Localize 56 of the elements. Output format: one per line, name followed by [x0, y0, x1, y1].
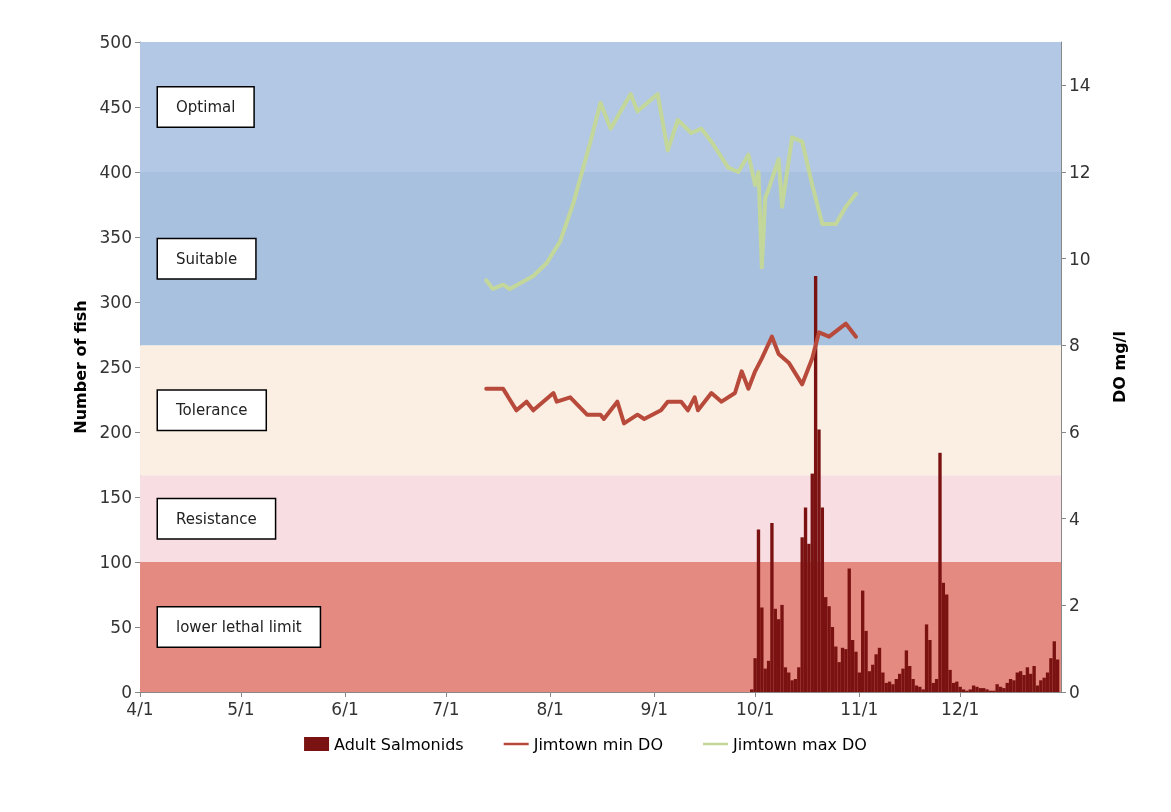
band-label: lower lethal limit [176, 618, 302, 636]
bar [1018, 671, 1023, 692]
y-tick-label: 450 [99, 97, 132, 117]
y-axis-title: Number of fish [71, 300, 91, 434]
y-tick-label: 350 [99, 227, 132, 247]
y-tick-label: 300 [99, 292, 132, 312]
bar [1025, 667, 1030, 692]
bar [924, 624, 929, 692]
x-tick-label: 6/1 [331, 698, 359, 719]
x-tick-label: 12/1 [941, 698, 980, 719]
y2-tick-label: 0 [1069, 682, 1080, 702]
legend-label: Jimtown min DO [532, 734, 663, 754]
y2-axis-title: DO mg/l [1109, 331, 1129, 403]
bar [975, 686, 979, 692]
y2-tick-label: 12 [1069, 162, 1091, 182]
line-series [484, 321, 858, 426]
x-tick-label: 7/1 [432, 698, 460, 719]
bar [904, 650, 909, 692]
y2-tick-label: 10 [1069, 248, 1091, 269]
bar [770, 523, 774, 692]
legend-label: Adult Salmonids [334, 734, 464, 754]
bar [938, 452, 942, 692]
y2-tick-label: 8 [1069, 335, 1080, 356]
bar [958, 686, 962, 692]
y2-tick-label: 2 [1069, 595, 1080, 616]
x-tick-label: 5/1 [227, 698, 255, 719]
bar [1052, 641, 1056, 692]
x-tick-label: 10/1 [736, 698, 775, 719]
band-label: Suitable [176, 249, 238, 268]
x-tick-label: 8/1 [536, 698, 564, 719]
bar [961, 689, 966, 692]
y2-tick-label: 6 [1069, 422, 1080, 442]
bar [995, 684, 999, 692]
y-tick-label: 100 [99, 552, 132, 572]
y2-tick-label: 14 [1069, 75, 1091, 96]
legend-label: Jimtown max DO [731, 734, 867, 754]
band-label: Optimal [176, 98, 236, 116]
line-series [484, 92, 858, 291]
y-tick-label: 400 [99, 162, 132, 182]
bar [1032, 666, 1036, 692]
y-tick-label: 500 [99, 32, 132, 52]
y2-tick-label: 4 [1069, 508, 1080, 529]
y-tick-label: 200 [99, 422, 132, 442]
bar [780, 604, 784, 692]
bar [982, 688, 986, 692]
bar [918, 686, 922, 692]
bar [978, 688, 983, 692]
band-label: Resistance [176, 509, 257, 528]
x-tick-label: 9/1 [640, 698, 668, 719]
y-tick-label: 250 [99, 357, 132, 377]
y-tick-label: 150 [99, 487, 132, 507]
band-label: Tolerance [175, 401, 248, 420]
x-tick-label: 11/1 [840, 698, 879, 719]
bar [985, 689, 989, 692]
bar [803, 507, 808, 692]
y-tick-label: 50 [110, 617, 132, 637]
